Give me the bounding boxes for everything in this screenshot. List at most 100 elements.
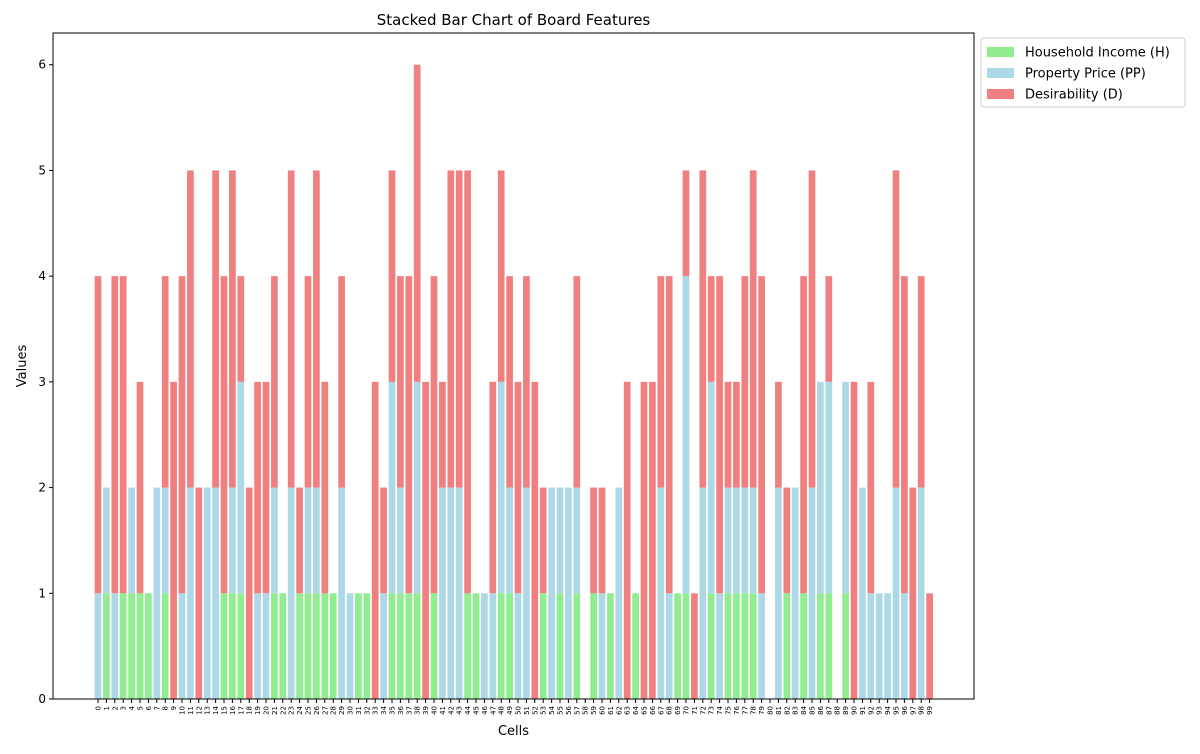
x-tick-label: 13 — [204, 706, 212, 715]
bar-segment-h-3 — [119, 593, 127, 699]
bar-segment-h-77 — [741, 593, 749, 699]
x-tick-label: 84 — [800, 705, 808, 714]
bar-segment-h-31 — [355, 593, 362, 699]
legend: Household Income (H) Property Price (PP) D… — [980, 37, 1186, 108]
plot-frame — [52, 32, 975, 700]
bar-segment-h-26 — [313, 593, 320, 699]
bar-segment-h-28 — [329, 593, 337, 699]
x-tick-label: 52 — [531, 706, 539, 715]
bar-segment-d-24 — [296, 487, 303, 594]
bar-segment-d-75 — [724, 381, 732, 488]
x-tick-label: 16 — [229, 705, 237, 714]
bar-segment-d-40 — [430, 276, 438, 594]
bar-segment-pp-50 — [514, 593, 522, 699]
bar-segment-pp-14 — [212, 487, 219, 699]
x-tick-label: 15 — [221, 706, 229, 715]
bar-segment-d-96 — [901, 276, 908, 594]
x-tick-label: 64 — [632, 705, 640, 714]
bar-segment-d-51 — [523, 276, 530, 488]
bar-segment-d-41 — [439, 381, 446, 488]
x-tick-label: 59 — [590, 706, 598, 715]
x-tick-label: 56 — [565, 705, 573, 714]
x-tick-label: 7 — [153, 706, 161, 710]
bar-segment-pp-11 — [187, 487, 194, 699]
x-tick-label: 96 — [901, 705, 909, 714]
bar-segment-d-20 — [262, 381, 270, 594]
x-tick-label: 89 — [842, 706, 850, 715]
bar-segment-d-37 — [405, 276, 413, 594]
bar-segment-d-36 — [397, 276, 404, 488]
x-tick-label: 98 — [918, 706, 926, 715]
bar-segment-d-16 — [229, 170, 236, 488]
x-tick-label: 73 — [708, 706, 716, 715]
x-tick-label: 21 — [271, 706, 279, 715]
bar-segment-pp-68 — [665, 593, 673, 699]
bar-segment-pp-35 — [388, 381, 396, 594]
x-tick-label: 42 — [447, 706, 455, 715]
bar-segment-h-70 — [682, 593, 690, 699]
x-tick-label: 41 — [439, 706, 447, 715]
bar-segment-h-38 — [413, 593, 421, 699]
bar-segment-h-8 — [161, 593, 169, 699]
bar-segment-h-75 — [724, 593, 732, 699]
bar-segment-d-72 — [699, 170, 707, 488]
bar-segment-pp-76 — [733, 487, 740, 594]
bar-segment-h-1 — [103, 593, 110, 699]
bar-segment-pp-4 — [128, 487, 135, 594]
legend-box — [980, 37, 1186, 108]
x-tick-label: 50 — [515, 706, 523, 715]
y-tick-label: 5 — [38, 163, 46, 177]
bar-segment-h-53 — [539, 593, 547, 699]
y-tick-label: 3 — [38, 375, 46, 389]
bar-segment-pp-2 — [111, 593, 119, 699]
bar-segment-d-48 — [497, 170, 505, 382]
bar-segment-pp-30 — [346, 593, 354, 699]
bar-segment-d-50 — [514, 381, 522, 594]
bar-segment-h-4 — [128, 593, 135, 699]
legend-label-pp: Property Price (PP) — [1025, 67, 1146, 82]
x-tick-label: 62 — [615, 706, 623, 715]
x-tick-label: 85 — [809, 706, 817, 715]
bar-segment-pp-93 — [875, 593, 883, 699]
bar-segment-h-37 — [405, 593, 413, 699]
bar-segment-d-26 — [313, 170, 320, 488]
bar-segment-pp-38 — [413, 381, 421, 594]
bar-segment-pp-10 — [178, 593, 186, 699]
bar-segment-h-69 — [674, 593, 681, 699]
bar-segment-d-65 — [640, 381, 648, 699]
bar-segment-pp-74 — [716, 593, 723, 699]
bar-segment-pp-48 — [497, 381, 505, 594]
x-tick-label: 3 — [120, 706, 128, 710]
x-tick-label: 8 — [162, 706, 170, 710]
y-axis-label: Values — [15, 345, 30, 388]
bar-segment-pp-77 — [741, 487, 749, 594]
bar-segment-d-12 — [195, 487, 203, 699]
x-tick-label: 87 — [825, 706, 833, 715]
bar-segment-h-61 — [607, 593, 614, 699]
bar-segment-d-14 — [212, 170, 219, 488]
bar-segment-pp-57 — [573, 487, 581, 594]
bar-segment-h-59 — [590, 593, 597, 699]
bar-segment-pp-25 — [304, 487, 312, 594]
bar-segment-d-60 — [598, 487, 606, 594]
legend-label-h: Household Income (H) — [1025, 46, 1170, 61]
bar-segment-d-57 — [573, 276, 581, 488]
x-tick-label: 43 — [456, 706, 464, 715]
x-tick-label: 39 — [422, 706, 430, 715]
bar-segment-pp-16 — [229, 487, 236, 594]
bar-segment-pp-43 — [455, 487, 463, 699]
bar-segment-pp-17 — [237, 381, 245, 594]
y-tick-label: 6 — [38, 58, 46, 72]
bar-segment-d-98 — [917, 276, 925, 488]
x-tick-label: 58 — [582, 706, 590, 715]
bar-segment-h-76 — [733, 593, 740, 699]
bar-segment-d-59 — [590, 487, 597, 594]
x-tick-label: 0 — [95, 706, 103, 710]
x-tick-label: 35 — [389, 706, 397, 715]
x-tick-label: 88 — [834, 706, 842, 715]
x-tick-label: 67 — [657, 706, 665, 715]
bar-segment-d-2 — [111, 276, 119, 594]
x-tick-label: 24 — [296, 705, 304, 714]
x-tick-label: 44 — [464, 705, 472, 714]
